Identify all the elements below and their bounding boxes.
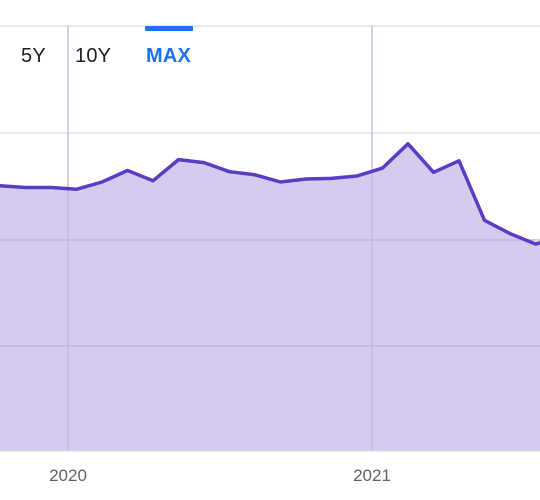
data-point-9 <box>228 170 232 174</box>
data-point-7 <box>177 158 181 162</box>
x-tick-label-2021: 2021 <box>353 466 391 485</box>
data-point-2 <box>49 186 53 190</box>
active-tab-indicator <box>145 26 193 31</box>
area-fill <box>0 143 540 451</box>
tab-max[interactable]: MAX <box>146 45 192 67</box>
x-tick-label-2020: 2020 <box>49 466 87 485</box>
series-line <box>0 142 540 246</box>
data-point-11 <box>279 180 283 184</box>
data-point-1 <box>24 186 28 190</box>
data-point-5 <box>126 169 130 173</box>
data-point-20 <box>508 232 512 236</box>
data-point-12 <box>304 177 308 181</box>
data-point-4 <box>100 180 104 184</box>
tab-5y[interactable]: 5Y <box>21 45 46 67</box>
data-point-10 <box>253 173 257 177</box>
data-point-17 <box>432 170 436 174</box>
data-point-18 <box>457 159 461 163</box>
data-point-15 <box>381 166 385 170</box>
data-point-19 <box>483 218 487 222</box>
data-point-13 <box>330 176 334 180</box>
tab-10y[interactable]: 10Y <box>75 45 112 67</box>
data-point-6 <box>151 179 155 183</box>
data-point-21 <box>534 242 538 246</box>
data-point-16 <box>406 142 410 146</box>
data-point-8 <box>202 161 206 165</box>
data-point-14 <box>355 174 359 178</box>
data-point-3 <box>75 187 79 191</box>
